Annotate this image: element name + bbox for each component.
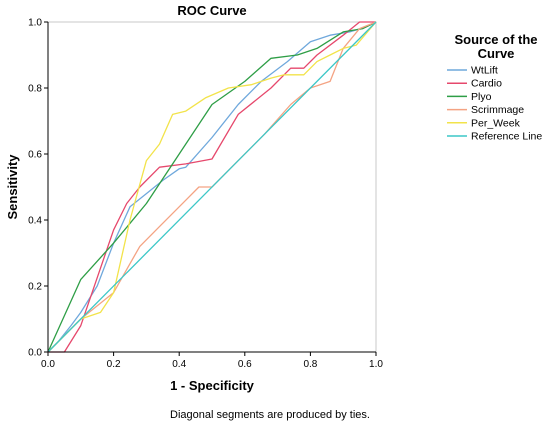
series-line-reference-line [47, 21, 377, 353]
x-tick-label: 0.2 [107, 359, 121, 370]
series-lines [47, 21, 377, 353]
x-tick-label: 0.0 [41, 359, 55, 370]
series-line-plyo [47, 21, 377, 353]
y-tick-label: 1.0 [28, 18, 42, 29]
y-tick-label: 0.0 [28, 348, 42, 359]
x-axis-ticks: 0.0 0.2 0.4 0.6 0.8 1.0 [41, 352, 383, 370]
y-tick-label: 0.6 [28, 150, 42, 161]
series-line-cardio [48, 21, 376, 353]
y-tick-label: 0.4 [28, 216, 42, 227]
y-axis-label: Sensitivity [5, 154, 20, 220]
series-line-wtlift [47, 21, 377, 353]
x-tick-label: 0.8 [303, 359, 317, 370]
y-tick-label: 0.8 [28, 84, 42, 95]
x-tick-label: 0.6 [238, 359, 252, 370]
series-line-per-week [47, 21, 377, 353]
x-tick-label: 0.4 [172, 359, 186, 370]
plot-area: 0.0 0.2 0.4 0.6 0.8 1.0 0.0 0.2 0.4 0.6 0.8 1.0 [28, 18, 383, 371]
legend-label-wtlift: WtLift [471, 65, 498, 77]
legend-label-reference-line: Reference Line [471, 131, 542, 143]
y-axis-ticks: 0.0 0.2 0.4 0.6 0.8 1.0 [28, 18, 48, 359]
legend-label-per-week: Per_Week [471, 117, 521, 129]
legend: Source of the Curve WtLiftCardioPlyoScri… [447, 32, 542, 143]
x-axis-label: 1 - Specificity [170, 378, 255, 393]
legend-title-line2: Curve [478, 46, 515, 61]
legend-label-cardio: Cardio [471, 78, 502, 90]
footnote: Diagonal segments are produced by ties. [170, 409, 370, 421]
chart-title: ROC Curve [177, 3, 246, 18]
legend-label-scrimmage: Scrimmage [471, 104, 524, 116]
legend-label-plyo: Plyo [471, 91, 492, 103]
x-tick-label: 1.0 [369, 359, 383, 370]
y-tick-label: 0.2 [28, 282, 42, 293]
legend-title-line1: Source of the [454, 32, 537, 47]
